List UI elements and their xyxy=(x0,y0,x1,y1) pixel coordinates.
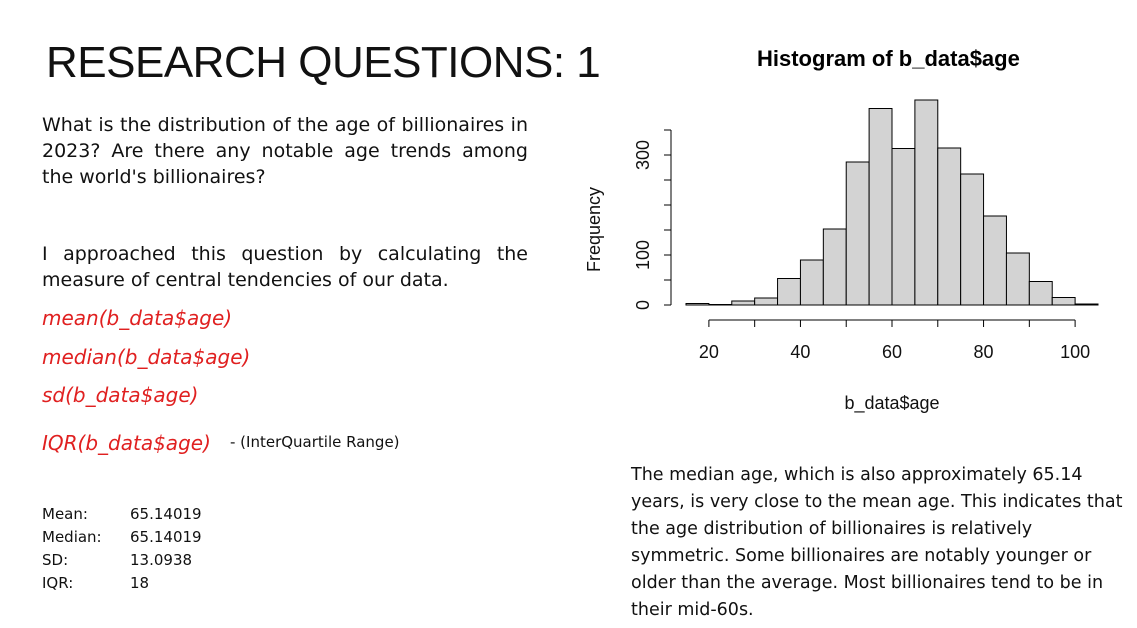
histogram-bar xyxy=(914,99,939,306)
histogram-bar xyxy=(960,173,985,306)
stat-value: 13.0938 xyxy=(130,551,193,569)
histogram-bar xyxy=(708,304,733,306)
stat-value: 65.14019 xyxy=(130,528,202,546)
histogram-bar xyxy=(731,300,756,306)
stat-value: 65.14019 xyxy=(130,505,202,523)
approach-text: I approached this question by calculatin… xyxy=(42,243,528,291)
code-sd: sd(b_data$age) xyxy=(42,383,199,407)
y-axis-label: Frequency xyxy=(584,187,604,272)
stat-label: Median: xyxy=(42,528,102,546)
histogram-bar xyxy=(983,215,1007,306)
code-mean: mean(b_data$age) xyxy=(42,306,233,330)
chart-title: Histogram of b_data$age xyxy=(757,46,1020,71)
stat-row-iqr: IQR: 18 xyxy=(42,572,202,595)
stat-value: 18 xyxy=(130,574,150,592)
research-question: What is the distribution of the age of b… xyxy=(42,114,528,188)
stat-label: SD: xyxy=(42,551,69,569)
histogram-bar xyxy=(685,303,710,306)
x-axis-label: b_data$age xyxy=(844,393,939,414)
histogram-bar xyxy=(777,278,801,306)
x-tick-label: 60 xyxy=(882,342,902,362)
x-tick-label: 40 xyxy=(790,342,810,362)
histogram-bar xyxy=(754,297,779,306)
summary-text: The median age, which is also approximat… xyxy=(631,465,1123,620)
y-tick-label: 0 xyxy=(633,300,653,310)
stat-row-mean: Mean: 65.14019 xyxy=(42,503,202,526)
y-tick-label: 100 xyxy=(633,240,653,270)
histogram-bar xyxy=(845,161,870,306)
slide-title: RESEARCH QUESTIONS: 1 xyxy=(46,38,601,87)
histogram-bar xyxy=(1074,303,1099,306)
histogram-bar xyxy=(1028,281,1053,306)
histogram-bar xyxy=(822,228,847,306)
stat-label: IQR: xyxy=(42,574,74,592)
y-tick-label: 300 xyxy=(633,140,653,170)
histogram-bar xyxy=(891,148,916,306)
stat-label: Mean: xyxy=(42,505,88,523)
code-iqr: IQR(b_data$age) xyxy=(42,431,211,455)
histogram-bar xyxy=(1051,297,1076,306)
stat-row-sd: SD: 13.0938 xyxy=(42,549,202,572)
iqr-note: - (InterQuartile Range) xyxy=(230,433,400,451)
histogram-bar xyxy=(799,259,824,306)
x-tick-label: 80 xyxy=(974,342,994,362)
histogram-bar xyxy=(937,147,962,306)
histogram-bar xyxy=(1005,252,1030,306)
x-tick-label: 20 xyxy=(699,342,719,362)
histogram-bar xyxy=(868,108,893,306)
x-tick-label: 100 xyxy=(1060,342,1090,362)
stats-table: Mean: 65.14019 Median: 65.14019 SD: 13.0… xyxy=(42,503,202,595)
stat-row-median: Median: 65.14019 xyxy=(42,526,202,549)
code-median: median(b_data$age) xyxy=(42,345,251,369)
